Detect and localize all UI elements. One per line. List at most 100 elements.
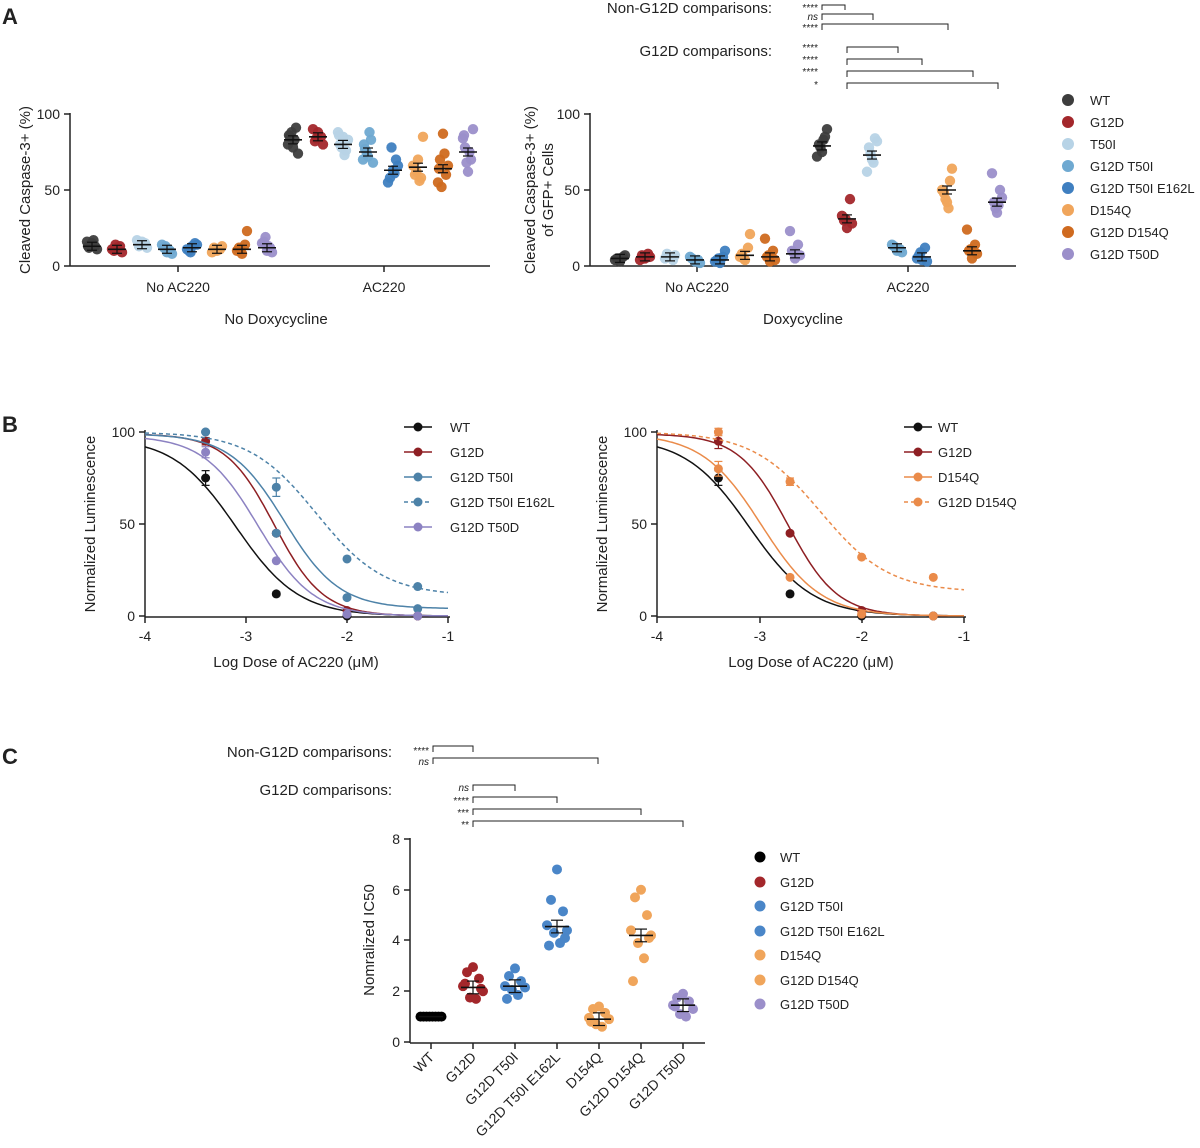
x-axis-title: Doxycycline [763,311,843,328]
data-point-g12d-d154q [961,224,973,235]
data-point-g12d-t50i-e162l [562,925,572,936]
data-point-d154q [946,163,958,174]
comparison-bracket [432,745,474,752]
data-point-wt [785,589,795,599]
legend-swatch-g12d-t50i [1062,160,1074,172]
y-axis-title: Cleaved Caspase-3+ (%) [17,106,34,274]
legend-swatch-d154q [754,949,766,961]
comparison-bracket [472,784,516,791]
data-point-g12d-t50d [342,609,352,619]
data-point-g12d-t50i-e162l [558,906,568,917]
data-point-g12d-t50i-e162l [542,920,552,931]
y-tick-label: 0 [639,608,647,624]
data-point-g12d-d154q [439,148,450,159]
legend-swatch-g12d-t50d [754,998,766,1010]
significance-stars: ns [458,783,469,794]
x-tick-label: -2 [341,628,354,644]
data-point-g12d [307,124,319,135]
data-point-g12d-t50d [467,124,479,135]
comparison-bracket [821,23,949,30]
comparison-bracket [846,70,974,77]
legend-label: G12D T50D [780,997,849,1012]
legend-label: G12D T50I E162L [1090,181,1195,196]
comparison-bracket [472,808,642,815]
data-point-g12d [785,528,795,538]
y-tick-label: 0 [392,1034,400,1050]
y-tick-label: 50 [564,182,580,198]
legend-swatch-g12d-d154q [1062,226,1074,238]
data-point-t50i [659,253,671,264]
legend-b-left: WT G12D G12D T50I G12D T50I E162L G12D T… [404,420,555,535]
data-point-d154q [943,203,954,214]
data-point-g12d-t50d [672,992,682,1003]
chart-a-left: 100 50 0 No AC220 AC220 No Doxycycline C… [17,106,490,328]
legend-swatch-g12d-t50i-e162l [754,925,766,937]
data-point-g12d-t50d [792,239,804,250]
data-point-g12d-t50i-e162l [413,582,423,592]
fit-curve-g12d-t50d [144,437,448,617]
data-point-d154q [857,609,867,619]
legend-label: WT [780,850,800,865]
x-tick-label: -2 [856,628,869,644]
data-point-t50i [861,166,873,177]
data-point-wt [818,134,829,146]
data-point-g12d-t50i-e162l [713,253,724,264]
data-point-g12d [844,193,856,205]
y-tick-label: 100 [557,106,581,122]
non-g12d-comparisons-label: Non-G12D comparisons: [607,0,772,17]
data-point-g12d-t50i-e162l [201,427,211,437]
legend-marker [913,497,923,507]
legend-marker [413,422,423,432]
y-tick-label: 2 [392,983,400,999]
data-point-d154q [588,1004,598,1015]
legend-b-right: WT G12D D154Q G12D D154Q [904,420,1017,510]
data-point-g12d-d154q [241,225,253,237]
significance-stars: *** [457,808,469,819]
x-tick-label: -1 [958,628,971,644]
data-point-d154q [785,572,795,582]
y-axis-title-line-2: of GFP+ Cells [540,143,557,237]
legend-swatch-g12d-t50i-e162l [1062,182,1074,194]
data-point-g12d-t50i [520,982,530,993]
legend-label: D154Q [938,470,979,485]
data-point-g12d-t50i [502,993,512,1004]
y-tick-label: 6 [392,882,400,898]
legend-marker [913,472,923,482]
comparison-bracket [846,82,999,89]
data-point-g12d-t50d [263,241,274,252]
data-point-g12d-d154q [965,244,976,255]
legend-swatch-g12d-t50d [1062,248,1074,260]
data-point-g12d-t50i-e162l [546,894,556,905]
comparison-bracket [472,796,558,803]
y-tick-label: 4 [392,932,400,948]
y-tick-label: 50 [119,516,135,532]
significance-stars: **** [802,67,818,78]
y-tick-label: 0 [572,258,580,274]
g12d-comparisons-label: G12D comparisons: [259,782,392,799]
data-point-g12d [638,253,649,264]
data-point-d154q [417,131,429,142]
data-point-g12d-t50d [458,130,470,141]
y-tick-label: 50 [631,516,647,532]
significance-stars: **** [802,23,818,34]
comparisons-a: Non-G12D comparisons: G12D comparisons: … [607,0,999,91]
legend-c: WT G12D G12D T50I G12D T50I E162L D154Q … [754,850,885,1012]
significance-stars: **** [413,746,429,757]
panel-letter-c: C [2,744,18,769]
data-point-g12d-t50i [342,593,352,603]
data-point-t50i [868,157,879,168]
legend-swatch-wt [754,851,766,863]
x-tick-label: No AC220 [146,279,210,295]
significance-stars: ns [418,757,429,768]
data-point-g12d-t50d [201,447,211,457]
chart-b-left: 100 50 0 -4 -3 -2 -1 Log Dose of AC220 (… [82,424,454,671]
data-point-g12d [311,133,322,144]
data-point-t50i [865,148,876,159]
data-point-g12d-t50i [367,157,379,168]
legend-label: G12D T50I [780,899,843,914]
data-point-g12d [476,983,486,994]
data-point-wt [292,148,304,159]
significance-stars: **** [802,43,818,54]
data-point-d154q [940,193,951,205]
fit-curve-d154q [656,438,964,617]
